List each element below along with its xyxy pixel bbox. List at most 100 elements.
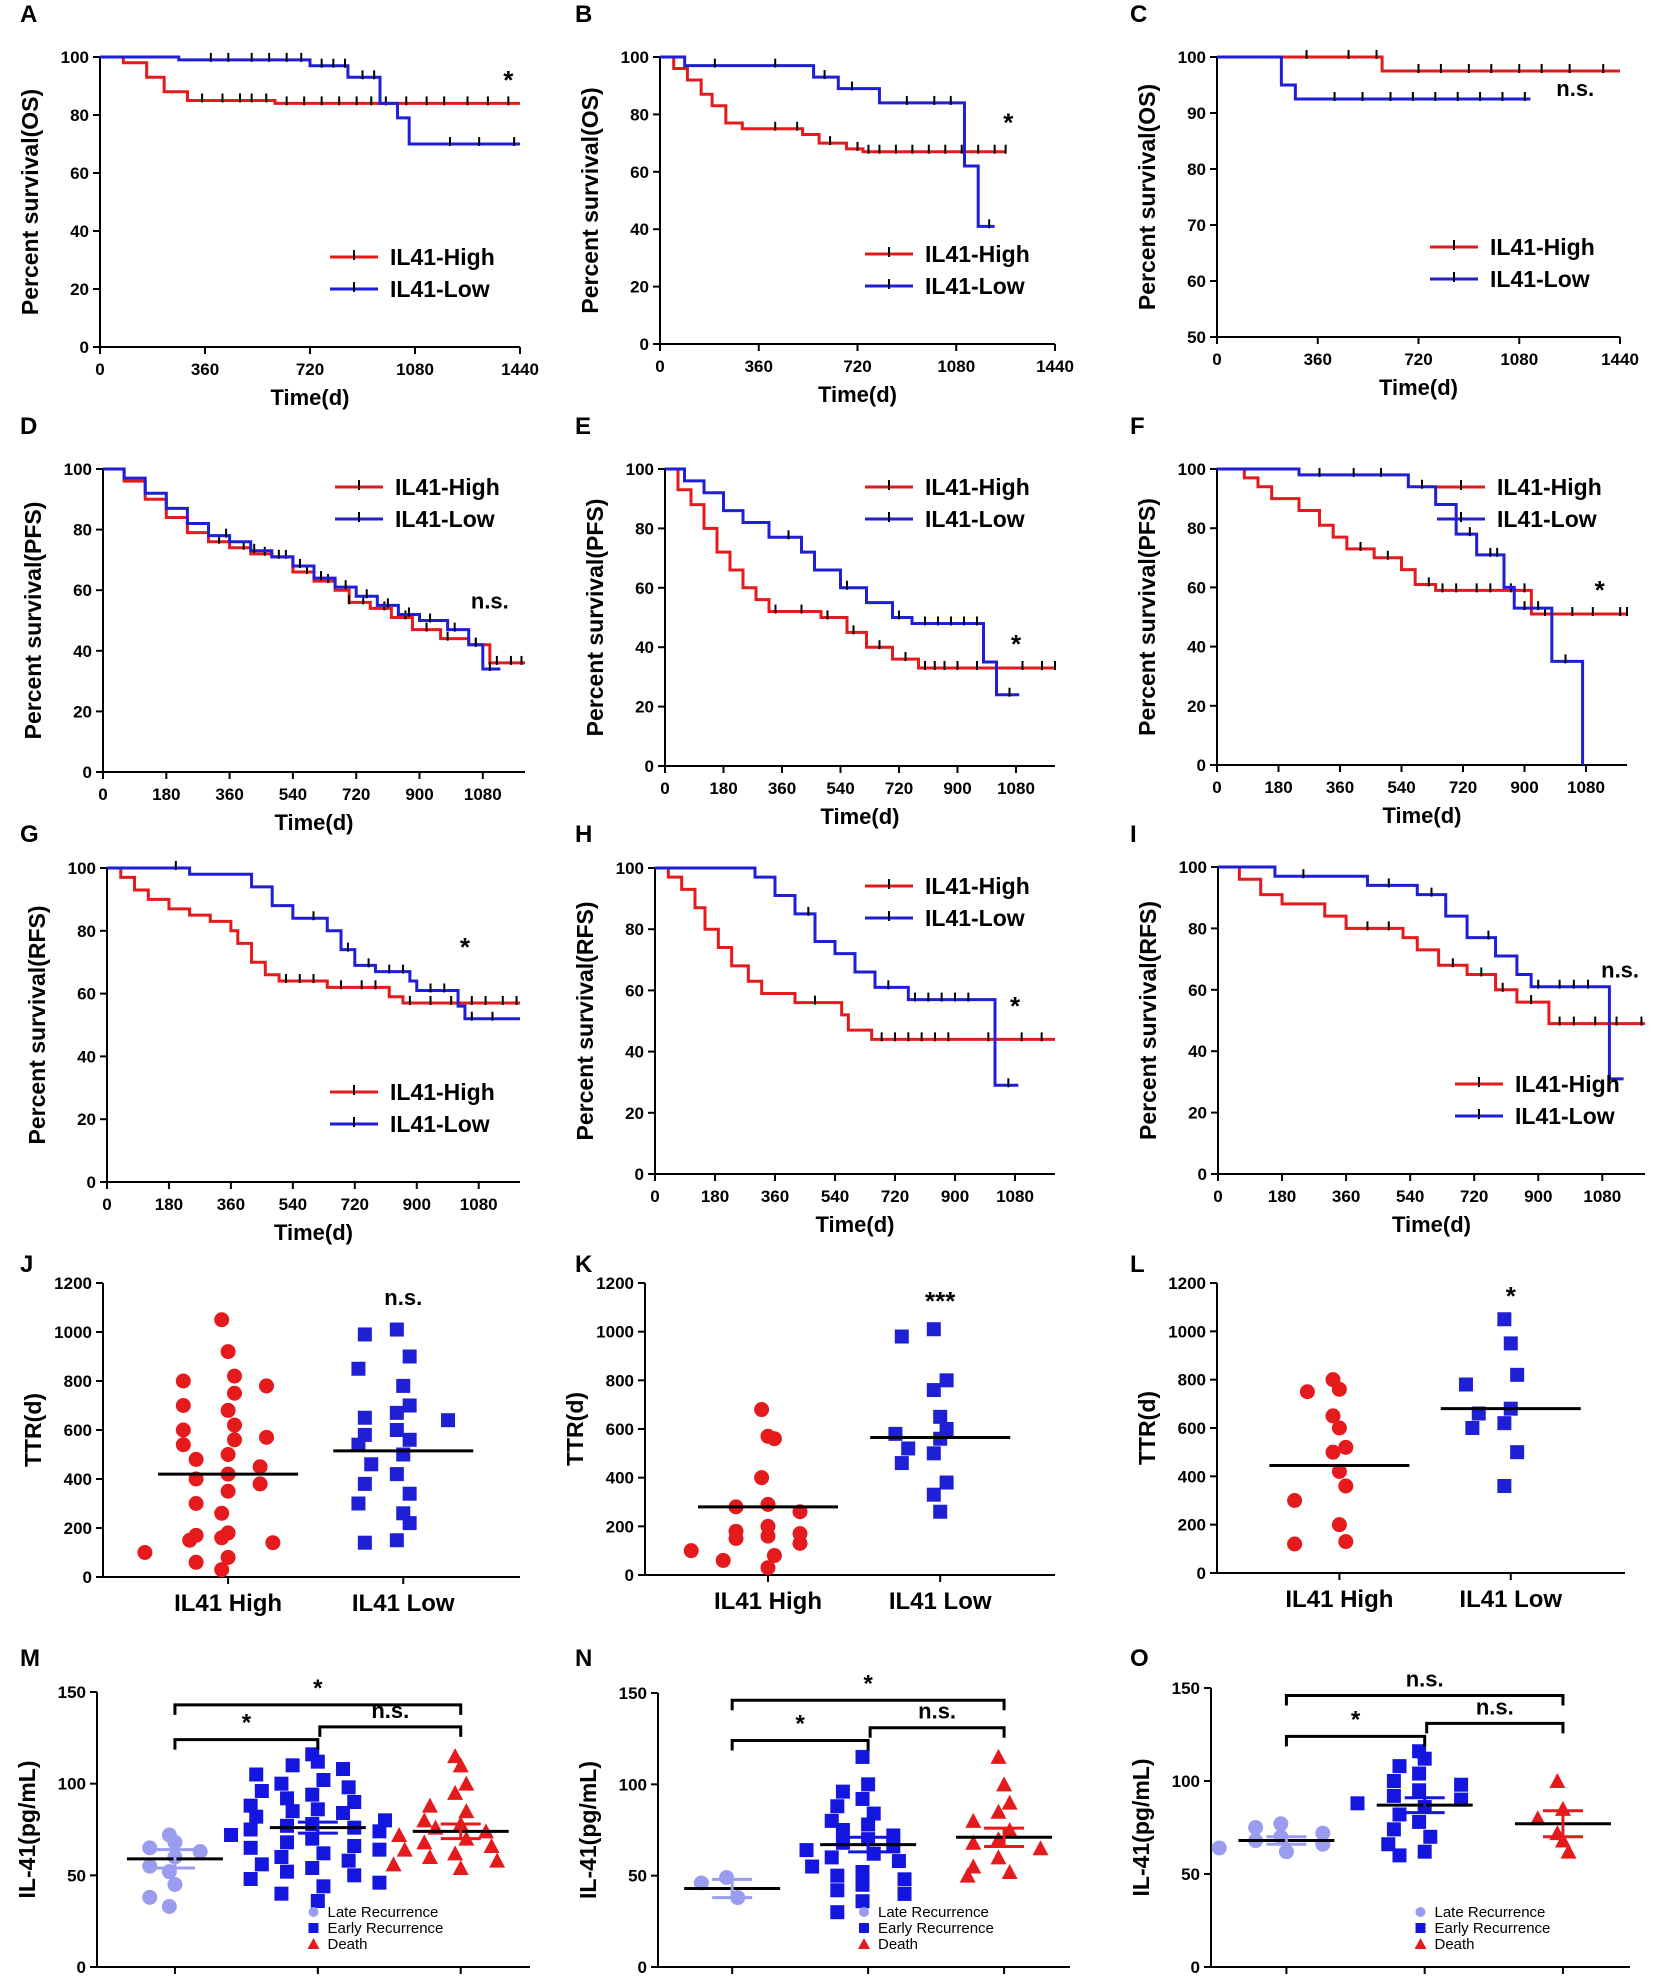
x-tick-label: 900 [403,1195,431,1214]
data-point [894,1456,909,1471]
y-tick-label: 200 [606,1517,634,1536]
significance-label: * [1595,575,1606,605]
y-tick-label: 60 [635,579,654,598]
y-axis-label: Percent survival(RFS) [24,905,50,1144]
panel-label: E [575,413,591,440]
y-tick-label: 100 [61,48,89,67]
data-point [389,1533,404,1548]
data-point [1392,1848,1407,1863]
data-point [901,1441,916,1456]
data-point [830,1868,845,1883]
significance-bracket [1284,1693,1565,1706]
significance-bracket [1425,1721,1565,1734]
y-tick-label: 80 [625,920,644,939]
data-point [421,1849,438,1864]
legend-label: IL41-High [390,1079,495,1105]
data-point [1315,1836,1331,1852]
y-tick-label: 60 [1187,272,1206,291]
data-point [351,1361,366,1376]
legend-label: IL41-High [395,474,500,500]
data-point [372,1875,387,1890]
y-tick-label: 600 [1178,1419,1206,1438]
data-point [347,1795,362,1809]
x-tick-label: 180 [701,1187,729,1206]
survival-curve-il41-high [1218,865,1645,1026]
data-point [243,1822,258,1837]
survival-curve-il41-low [100,55,520,146]
x-tick-label: 900 [405,785,433,804]
x-tick-label: 900 [1524,1187,1552,1206]
y-axis-label: TTR(d) [562,1392,588,1466]
y-axis-label: IL-41(pg/mL) [575,1761,601,1899]
x-tick-label: 0 [655,357,664,376]
data-point [855,1749,870,1764]
significance-label: n.s. [1601,958,1639,983]
data-point [351,1496,366,1511]
legend-label: Late Recurrence [878,1904,989,1921]
legend-marker [1414,1938,1427,1949]
data-point [188,1496,204,1511]
significance-label: * [1011,629,1022,659]
x-tick-label: 540 [821,1187,849,1206]
y-tick-label: 100 [1172,1772,1200,1791]
data-point [254,1857,269,1872]
x-tick-label: 720 [342,785,370,804]
significance-label: n.s. [1556,76,1594,101]
data-point [252,1459,268,1475]
y-tick-label: 0 [625,1566,634,1585]
panel-label: O [1130,1645,1149,1672]
data-point [249,1767,264,1782]
data-point [1248,1820,1264,1835]
data-point [310,1894,325,1908]
bracket-label: n.s. [1476,1694,1514,1719]
data-point [1412,1766,1427,1781]
legend-label: IL41-Low [395,506,495,532]
x-tick-label: 0 [650,1187,659,1206]
legend-label: Early Recurrence [1435,1920,1551,1937]
y-tick-label: 0 [83,763,92,782]
data-point [1287,1493,1303,1508]
panel-m: M IL-41(pg/mL) 0 50 100 150 * * n.s. Late Recurre… [14,1645,530,1977]
x-tick-label: 180 [1268,1187,1296,1206]
data-point [866,1806,881,1821]
x-tick-label: 720 [885,779,913,798]
legend-label: IL41-Low [925,506,1025,532]
y-tick-label: 800 [1178,1371,1206,1390]
panel-label: M [20,1645,40,1672]
y-axis-label: Percent survival(OS) [17,89,43,315]
y-tick-label: 0 [87,1173,96,1192]
data-point [175,1398,191,1413]
data-point [891,1854,906,1869]
panel-h: H Percent survival(RFS) 0 20 40 60 80 100 0 180 36… [572,821,1055,1237]
x-tick-label: 1080 [1500,350,1538,369]
bracket-label: n.s. [918,1699,956,1724]
x-axis-label: Time(d) [274,1220,353,1245]
data-point [351,1437,366,1452]
y-tick-label: 1000 [1168,1322,1206,1341]
panel-label: G [20,821,39,848]
significance-bracket [173,1738,320,1750]
x-tick-label: 180 [152,785,180,804]
bracket-label: * [313,1675,323,1702]
data-point [280,1818,295,1833]
data-point [866,1846,881,1861]
legend-label: IL41-Low [1490,266,1590,292]
panel-c: C Percent survival(OS) 50 60 70 80 90 100 0 360 72… [1130,1,1639,400]
data-point [728,1531,744,1546]
data-point [341,1780,356,1795]
data-point [249,1809,264,1824]
significance-label: * [1003,108,1014,138]
survival-curve-il41-low [1218,865,1624,1081]
data-point [719,1869,735,1885]
data-point [357,1410,372,1425]
data-point [402,1398,417,1413]
data-point [990,1803,1007,1819]
data-point [137,1545,153,1560]
significance-bracket [1284,1734,1427,1747]
data-point [357,1476,372,1491]
legend-marker [308,1923,319,1933]
data-point [142,1889,158,1905]
y-tick-label: 60 [73,581,92,600]
data-point [452,1757,469,1773]
data-point [385,1856,402,1872]
